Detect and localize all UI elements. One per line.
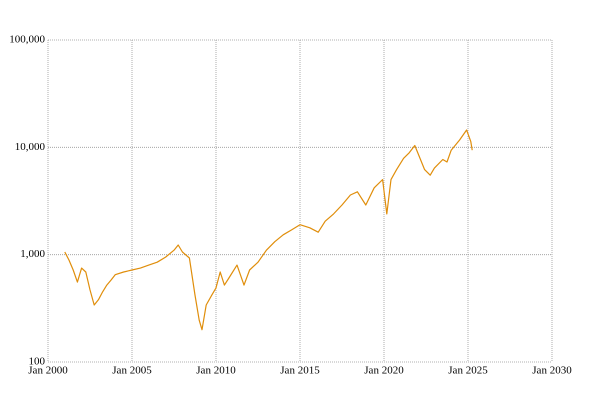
x-tick-label: Jan 2025 [448, 365, 488, 377]
x-tick-label: Jan 2010 [196, 365, 236, 377]
x-tick-label: Jan 2015 [280, 365, 320, 377]
x-tick-label: Jan 2030 [532, 365, 572, 377]
y-tick-label: 100,000 [9, 34, 45, 46]
y-tick-label: 10,000 [15, 141, 46, 153]
y-tick-label: 1,000 [20, 248, 45, 260]
line [64, 129, 473, 331]
x-tick-label: Jan 2020 [364, 365, 404, 377]
x-tick-label: Jan 2005 [112, 365, 152, 377]
x-tick-label: Jan 2000 [28, 365, 68, 377]
y-tick-label: 100 [29, 356, 46, 368]
